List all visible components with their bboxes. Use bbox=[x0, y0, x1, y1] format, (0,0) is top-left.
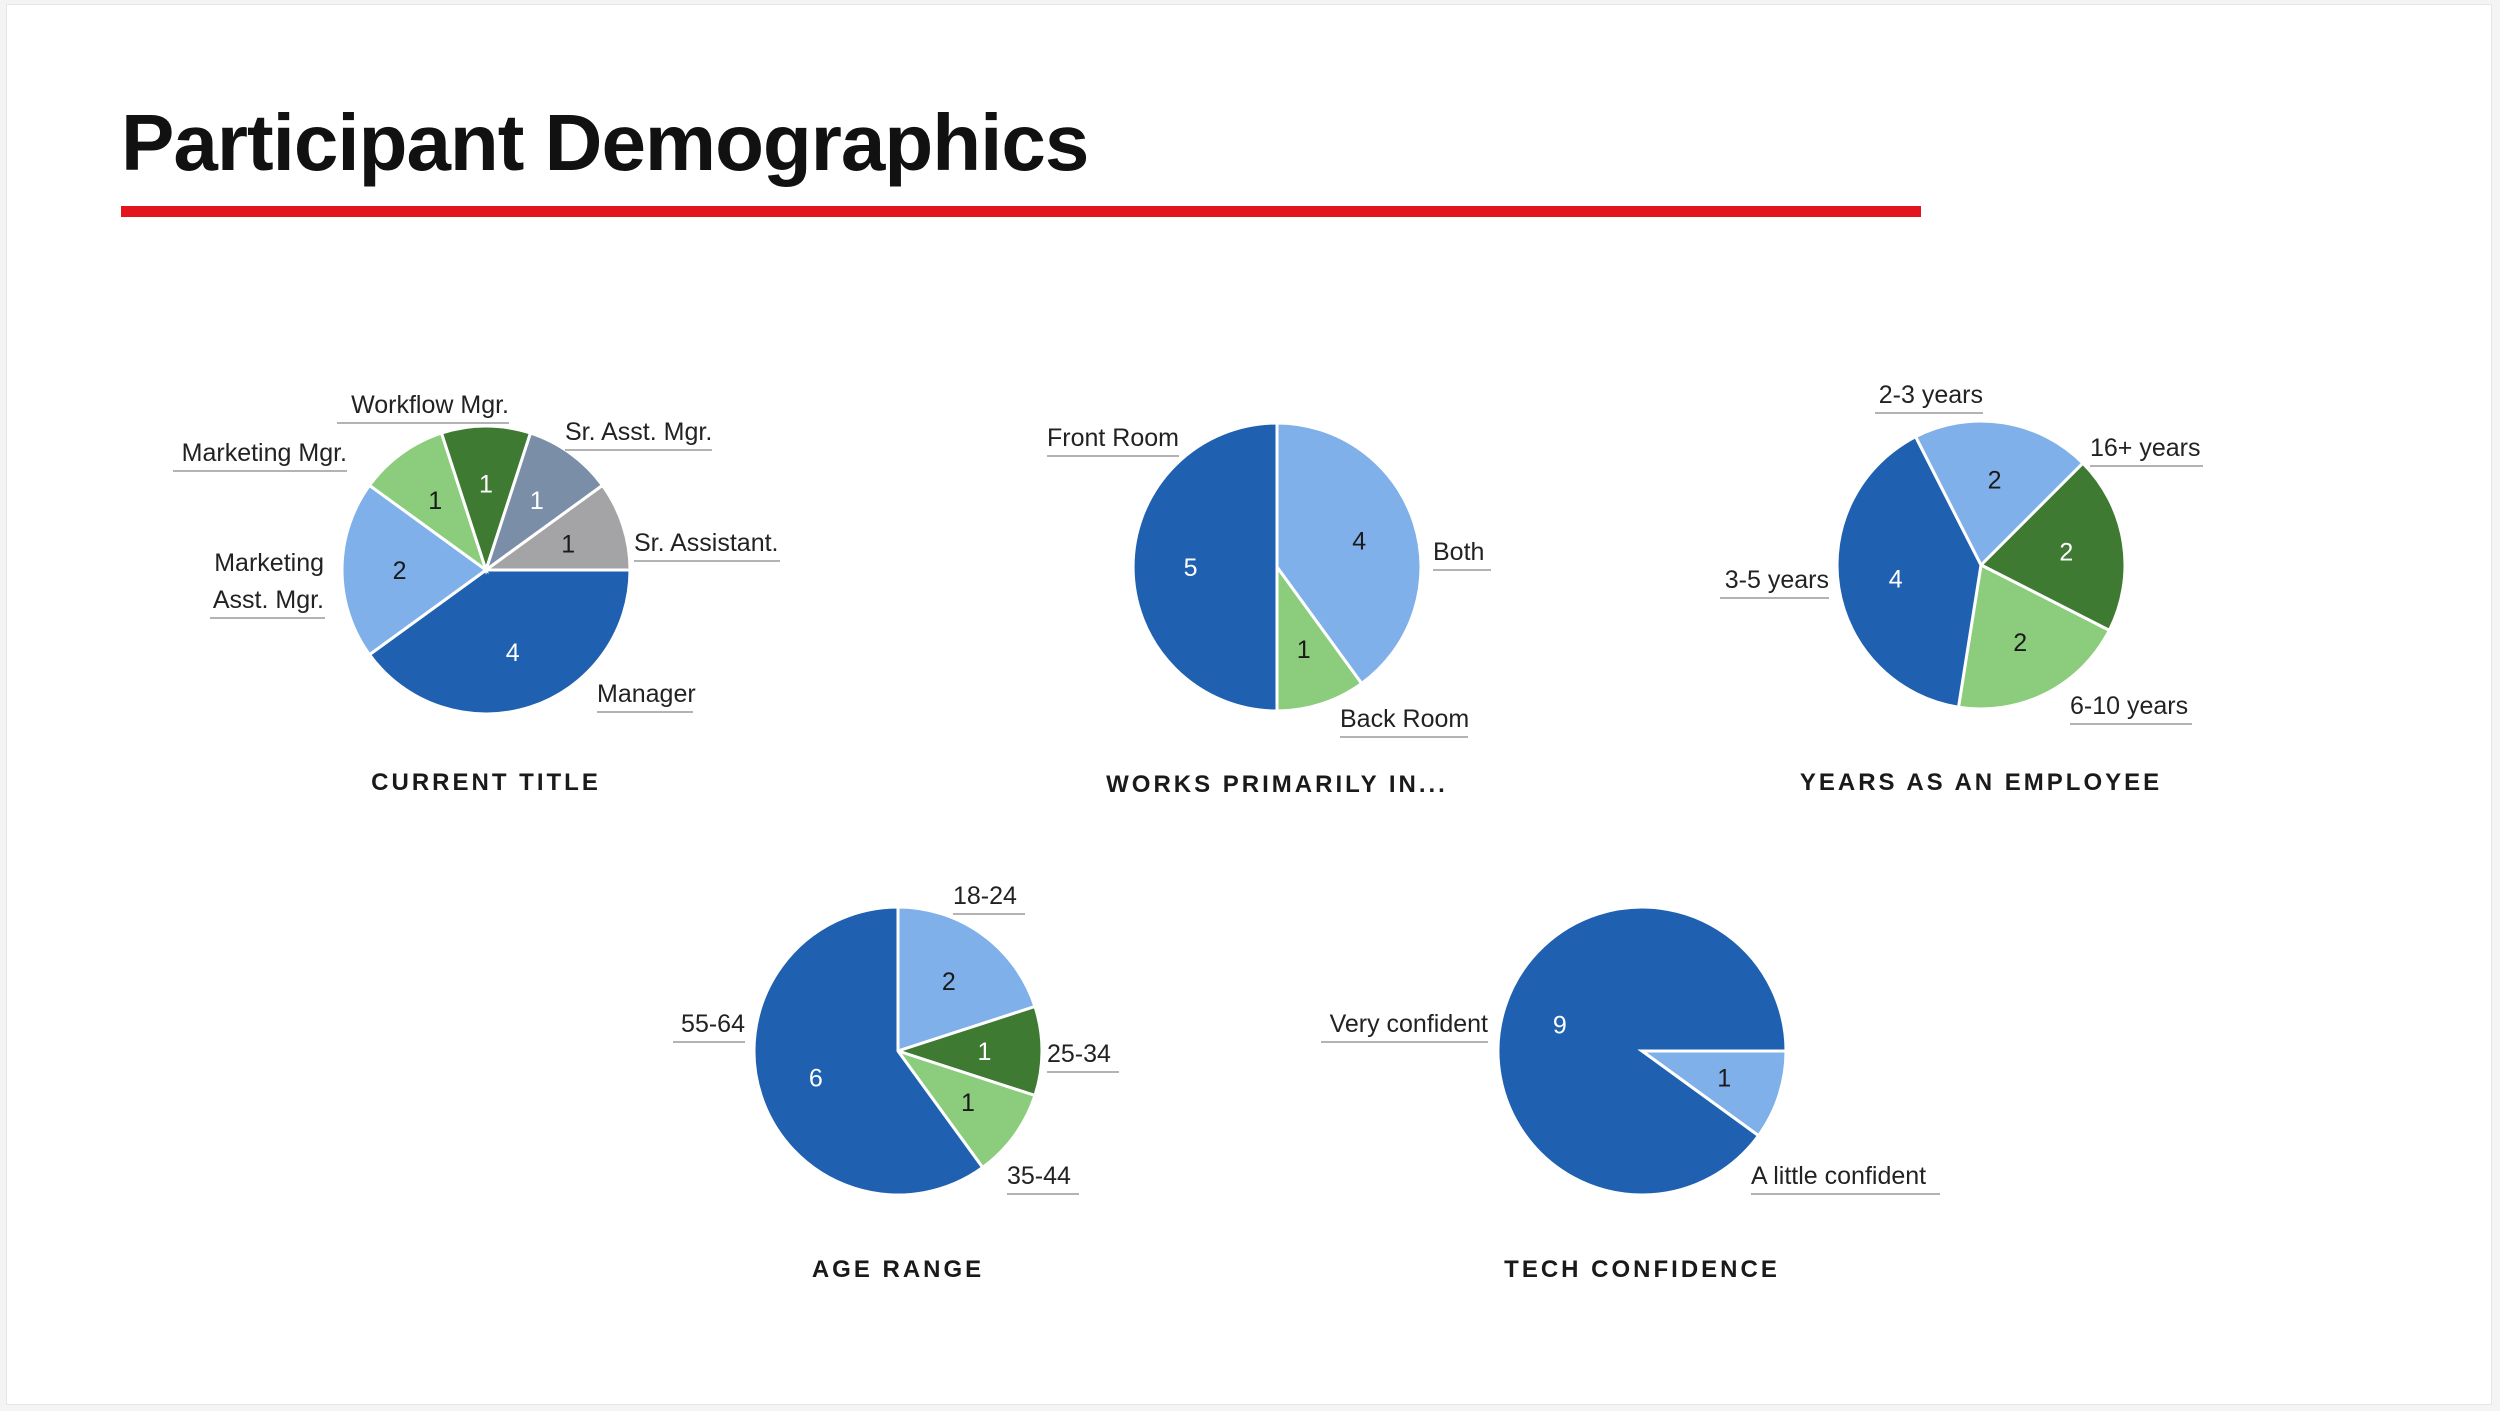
data-label-front-room: 5 bbox=[1184, 554, 1198, 582]
category-label-very-confident: Very confident bbox=[1330, 1010, 1488, 1038]
category-label-both: Both bbox=[1433, 538, 1484, 566]
pie-slice-very-confident bbox=[1496, 905, 1788, 1197]
pie-slice-sr-assistant bbox=[481, 483, 632, 572]
data-label-16-years: 2 bbox=[2059, 538, 2073, 566]
category-label-sr-assistant: Sr. Assistant. bbox=[634, 529, 779, 557]
pie-slice-sr-asst-mgr bbox=[483, 431, 605, 574]
data-label-manager: 4 bbox=[506, 639, 520, 667]
category-label-manager: Manager bbox=[597, 680, 696, 708]
category-label-workflow-mgr: Workflow Mgr. bbox=[351, 391, 509, 419]
pie-slice-55-64 bbox=[894, 1048, 1037, 1170]
category-label-a-little-confident: A little confident bbox=[1751, 1162, 1926, 1190]
category-label-2-3-years: 2-3 years bbox=[1879, 381, 1983, 409]
data-label-35-44: 1 bbox=[977, 1038, 991, 1066]
pie-slice-16-years bbox=[1978, 461, 2127, 633]
category-label-16-years: 16+ years bbox=[2090, 434, 2201, 462]
pie-slice-18-24 bbox=[752, 905, 985, 1197]
pie-chart-works-primarily-in: 4 Both 1 Back Room 5 Front Room WORKS PRIMARIL… bbox=[1047, 421, 1491, 798]
category-label-3-5-years: 3-5 years bbox=[1725, 566, 1829, 594]
data-label-25-34: 2 bbox=[942, 968, 956, 996]
category-label-35-44: 35-44 bbox=[1007, 1162, 1071, 1190]
pie-slice-3-5-years bbox=[1835, 434, 1983, 709]
pie-slice-a-little-confident bbox=[1637, 1049, 1788, 1138]
category-label-front-room: Front Room bbox=[1047, 424, 1179, 452]
pie-slice-25-34 bbox=[896, 905, 1037, 1054]
pie-slice-manager bbox=[367, 568, 632, 716]
pie-slice-back-room bbox=[1275, 562, 1364, 713]
pie-slice-2-3-years bbox=[1913, 419, 2085, 568]
data-label-2-3-years: 2 bbox=[1988, 467, 2002, 495]
category-label-25-34: 25-34 bbox=[1047, 1040, 1111, 1068]
pie-slice-marketing-mgr bbox=[367, 431, 489, 574]
pie-chart-current-title: 4 Manager 2 Marketing Asst. Mgr. 1 Marketing M… bbox=[173, 391, 780, 796]
pie-chart-age-range: 2 25-34 1 35-44 1 55-64 6 18-24 AGE RANGE bbox=[673, 882, 1119, 1283]
category-label-55-64: 55-64 bbox=[681, 1010, 745, 1038]
pie-chart-tech-confidence: 1 A little confident 9 Very confident TECH C… bbox=[1321, 905, 1940, 1283]
title-underline bbox=[121, 206, 1921, 217]
data-label-a-little-confident: 1 bbox=[1717, 1065, 1731, 1093]
pie-slice-front-room bbox=[1131, 421, 1279, 713]
category-label-back-room: Back Room bbox=[1340, 705, 1469, 733]
data-label-workflow-mgr: 1 bbox=[479, 471, 493, 499]
chart-caption-works-primarily-in: WORKS PRIMARILY IN... bbox=[1106, 771, 1448, 798]
slide: Participant Demographics 4 Manager 2 Market… bbox=[6, 4, 2492, 1405]
data-label-very-confident: 9 bbox=[1553, 1011, 1567, 1039]
data-label-marketing-mgr: 1 bbox=[428, 487, 442, 515]
data-label-sr-asst-mgr: 1 bbox=[530, 487, 544, 515]
category-label-marketing-asst-mgr: Marketing Asst. Mgr. bbox=[213, 549, 324, 614]
chart-caption-years-as-an-employee: YEARS AS AN EMPLOYEE bbox=[1800, 769, 2162, 796]
data-label-back-room: 1 bbox=[1297, 636, 1311, 664]
chart-caption-current-title: CURRENT TITLE bbox=[371, 769, 601, 796]
chart-caption-tech-confidence: TECH CONFIDENCE bbox=[1504, 1256, 1780, 1283]
data-label-18-24: 6 bbox=[809, 1065, 823, 1093]
data-label-sr-assistant: 1 bbox=[561, 530, 575, 558]
pie-slice-workflow-mgr bbox=[439, 424, 533, 575]
charts-canvas: 4 Manager 2 Marketing Asst. Mgr. 1 Marketing M… bbox=[173, 381, 2203, 1283]
pie-slice-6-10-years bbox=[1956, 562, 2112, 711]
data-label-marketing-asst-mgr: 2 bbox=[393, 557, 407, 585]
pie-chart-years-as-employee: 2 16+ years 2 6-10 years 4 3-5 years 2 2-3 year… bbox=[1720, 381, 2203, 796]
data-label-55-64: 1 bbox=[961, 1089, 975, 1117]
pie-slice-marketing-asst-mgr bbox=[340, 483, 489, 657]
category-label-6-10-years: 6-10 years bbox=[2070, 692, 2188, 720]
pie-slice-35-44 bbox=[893, 1004, 1044, 1098]
category-label-18-24: 18-24 bbox=[953, 882, 1017, 910]
data-label-both: 4 bbox=[1352, 527, 1366, 555]
data-label-3-5-years: 4 bbox=[1889, 566, 1903, 594]
category-label-marketing-mgr: Marketing Mgr. bbox=[182, 439, 347, 467]
page-title: Participant Demographics bbox=[121, 98, 1089, 187]
chart-caption-age-range: AGE RANGE bbox=[812, 1256, 984, 1283]
category-label-sr-asst-mgr: Sr. Asst. Mgr. bbox=[565, 418, 712, 446]
data-label-6-10-years: 2 bbox=[2013, 629, 2027, 657]
pie-slice-both bbox=[1275, 421, 1423, 686]
